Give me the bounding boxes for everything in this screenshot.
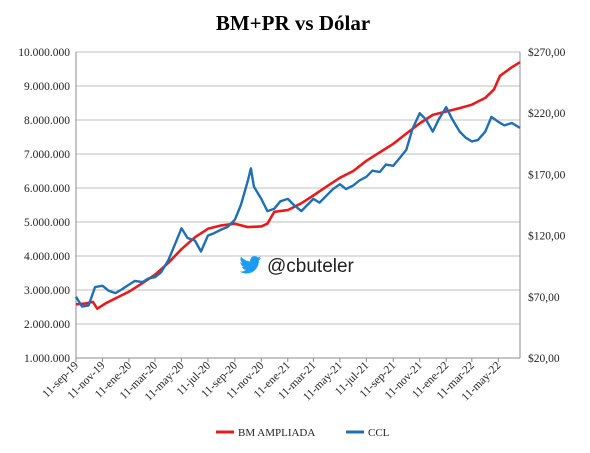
left-tick-label: 1.000.000: [24, 353, 70, 365]
chart-title: BM+PR vs Dólar: [216, 11, 370, 35]
legend: BM AMPLIADA CCL: [216, 427, 390, 439]
right-tick-label: $170,00: [528, 168, 566, 181]
right-tick-label: $270,00: [528, 46, 566, 59]
left-axis-ticks: 1.000.000 2.000.000 3.000.000 4.000.000 5.00…: [18, 47, 70, 365]
series-lines: [74, 61, 521, 310]
right-tick-label: $20,00: [528, 352, 560, 365]
left-tick-label: 9.000.000: [24, 81, 70, 93]
annotation: @cbuteler: [239, 256, 355, 277]
legend-label: BM AMPLIADA: [238, 427, 315, 439]
gridlines: [76, 51, 520, 359]
right-tick-label: $220,00: [528, 107, 566, 120]
left-tick-label: 5.000.000: [24, 217, 70, 229]
x-axis-ticks: 11-sep-1911-nov-1911-ene-2011-mar-2011-m…: [40, 358, 504, 404]
series-line-bm-ampliada: [75, 61, 521, 310]
right-tick-label: $70,00: [528, 291, 560, 304]
left-tick-label: 3.000.000: [24, 285, 70, 297]
legend-label: CCL: [368, 427, 390, 439]
left-tick-label: 4.000.000: [24, 251, 70, 263]
series-line-ccl: [74, 105, 521, 308]
left-tick-label: 8.000.000: [24, 115, 70, 127]
right-axis-ticks: $20,00 $70,00 $120,00 $170,00 $220,00 $270,00: [528, 46, 566, 365]
left-tick-label: 2.000.000: [24, 319, 70, 331]
left-tick-label: 6.000.000: [24, 183, 70, 195]
bird-icon: [239, 256, 262, 274]
annotation-handle: @cbuteler: [267, 256, 355, 277]
right-tick-label: $120,00: [528, 230, 566, 243]
left-tick-label: 10.000.000: [18, 47, 70, 59]
left-tick-label: 7.000.000: [24, 149, 70, 161]
